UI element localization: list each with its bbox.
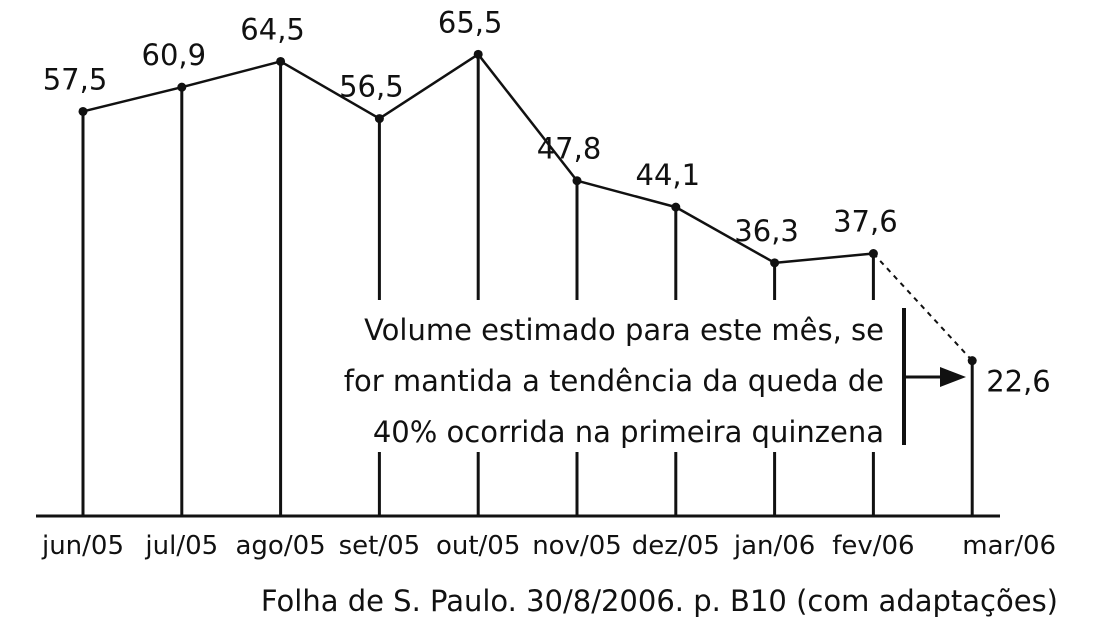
series-segment: [279, 60, 381, 120]
annotation-arrow-head: [940, 367, 966, 387]
x-tick-label: out/05: [436, 531, 520, 561]
value-label: 60,9: [142, 38, 207, 72]
value-label: 56,5: [339, 70, 404, 104]
annotation: Volume estimado para este mês, se for man…: [344, 308, 966, 449]
point-mar-06: [967, 356, 977, 366]
value-label: 22,6: [986, 365, 1051, 399]
annotation-line: for mantida a tendência da queda de: [344, 364, 884, 398]
x-tick-label: dez/05: [632, 531, 720, 561]
value-label: 36,3: [734, 214, 799, 248]
point-nov-05: [572, 176, 582, 186]
value-label: 57,5: [43, 62, 108, 96]
point-jun-05: [78, 106, 88, 116]
x-tick-label: jun/05: [41, 531, 124, 561]
series-segment: [82, 85, 183, 113]
annotation-background: [345, 300, 900, 452]
series-segment: [774, 252, 874, 265]
x-tick-label: jul/05: [144, 531, 218, 561]
series-segment: [477, 53, 578, 182]
projected-segment: [872, 252, 973, 362]
value-label: 47,8: [537, 132, 602, 166]
value-label: 65,5: [438, 5, 503, 39]
point-ago-05: [276, 56, 286, 66]
point-set-05: [374, 114, 384, 124]
series-segment: [378, 53, 479, 120]
point-jan-06: [770, 258, 780, 268]
annotation-line: Volume estimado para este mês, se: [364, 313, 884, 347]
x-tick-label: fev/06: [832, 531, 914, 561]
point-out-05: [473, 49, 483, 59]
point-fev-06: [868, 249, 878, 259]
x-tick-label: nov/05: [532, 531, 622, 561]
series-segment: [181, 60, 281, 89]
point-dez-05: [671, 202, 681, 212]
x-tick-label: jan/06: [733, 531, 815, 561]
x-tick-label: set/05: [339, 531, 421, 561]
annotation-line: 40% ocorrida na primeira quinzena: [373, 415, 884, 449]
line-chart: 57,5 60,9 64,5 56,5 65,5 47,8 44,1 36,3 37,6 22,6…: [36, 5, 1056, 561]
series-lines: [82, 53, 973, 362]
value-label: 37,6: [833, 205, 898, 239]
source-citation: Folha de S. Paulo. 30/8/2006. p. B10 (co…: [260, 584, 1058, 618]
value-label: 44,1: [636, 158, 701, 192]
series-segment: [576, 179, 677, 209]
x-tick-label: mar/06: [962, 531, 1056, 561]
value-label: 64,5: [240, 12, 305, 46]
x-tick-labels: jun/05 jul/05 ago/05 set/05 out/05 nov/05 dez/…: [41, 531, 1056, 561]
data-points: [78, 49, 977, 366]
series-segment: [675, 206, 776, 264]
x-tick-label: ago/05: [236, 531, 326, 561]
point-jul-05: [177, 82, 187, 92]
value-labels: 57,5 60,9 64,5 56,5 65,5 47,8 44,1 36,3 37,6 22,6: [43, 5, 1051, 398]
